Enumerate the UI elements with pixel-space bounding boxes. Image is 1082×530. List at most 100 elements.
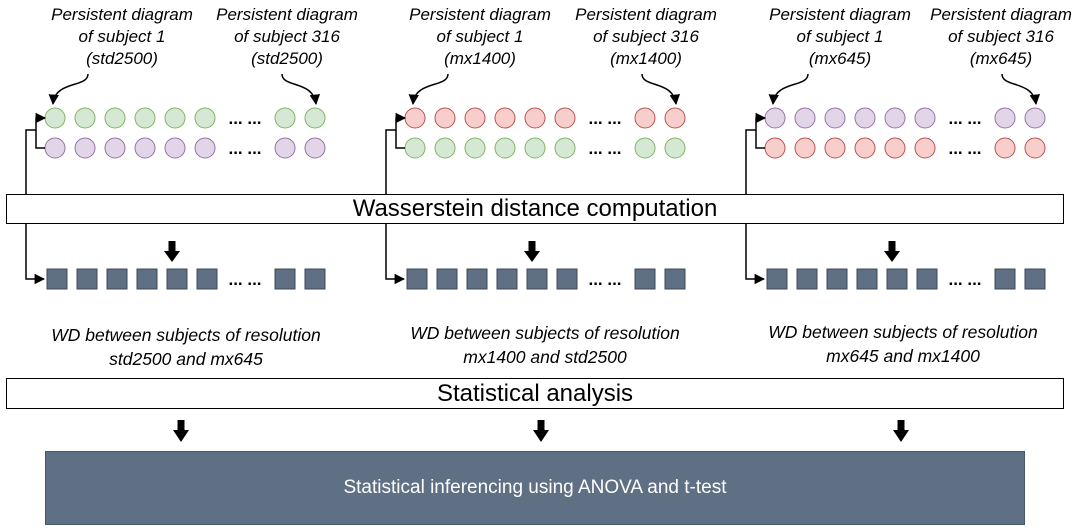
ellipsis-text: ... ... (228, 109, 261, 128)
diagram-point-circle (274, 107, 296, 129)
bracket-arrow (395, 112, 407, 149)
label-line: of subject 1 (796, 27, 884, 46)
ellipsis-text: ... ... (948, 270, 981, 289)
label-line: (mx645) (969, 49, 1033, 68)
pointer-arrow (768, 73, 809, 106)
diagram-point-circle (404, 137, 426, 159)
wd-square (886, 268, 908, 290)
label-line: of subject 316 (234, 27, 340, 46)
pointer-arrow (641, 73, 681, 106)
diagram-point-circle (634, 137, 656, 159)
diagram-point-circle (1024, 107, 1046, 129)
diagram-point-circle (634, 107, 656, 129)
label-line: (std2500) (86, 49, 158, 68)
diagram-point-circle (914, 107, 936, 129)
caption-line: WD between subjects of resolution (410, 323, 680, 343)
diagram-point-circle (104, 107, 126, 129)
label-line: (mx1400) (444, 49, 516, 68)
wd-square (526, 268, 548, 290)
wd-square (664, 268, 686, 290)
label-line: (std2500) (251, 49, 323, 68)
label-line: of subject 316 (593, 27, 699, 46)
down-block-arrow (173, 420, 189, 442)
diagram-point-circle (884, 107, 906, 129)
wasserstein-distance-bar: Wasserstein distance computation (6, 194, 1064, 224)
diagram-point-circle (134, 107, 156, 129)
diagram-point-circle (764, 137, 786, 159)
label-line: of subject 1 (436, 27, 524, 46)
wd-square (556, 268, 578, 290)
diagram-point-circle (914, 137, 936, 159)
wd-square (496, 268, 518, 290)
diagram-point-circle (524, 107, 546, 129)
label-line: Persistent diagram (409, 5, 551, 24)
diagram-point-circle (464, 107, 486, 129)
wd-square (76, 268, 98, 290)
statistical-analysis-bar: Statistical analysis (6, 378, 1064, 409)
label-line: Persistent diagram (51, 5, 193, 24)
label-line: Persistent diagram (930, 5, 1072, 24)
pointer-arrow (408, 73, 449, 106)
caption-line: mx645 and mx1400 (826, 346, 980, 366)
wd-square (466, 268, 488, 290)
bracket-arrow (755, 112, 767, 149)
diagram-point-circle (664, 137, 686, 159)
down-block-arrow (884, 241, 900, 262)
diagram-point-circle (494, 137, 516, 159)
label-line: Persistent diagram (575, 5, 717, 24)
down-block-arrow (524, 241, 540, 262)
diagram-point-circle (164, 137, 186, 159)
diagram-point-circle (434, 137, 456, 159)
diagram-point-circle (304, 107, 326, 129)
wd-caption-mx1400-std2500: WD between subjects of resolution mx1400… (385, 321, 705, 369)
diagram-point-circle (854, 137, 876, 159)
diagram-point-circle (194, 107, 216, 129)
statistical-inferencing-box: Statistical inferencing using ANOVA and … (45, 451, 1025, 525)
wd-square (436, 268, 458, 290)
wd-square (46, 268, 68, 290)
diagram-point-circle (74, 107, 96, 129)
wd-square (826, 268, 848, 290)
diagram-point-circle (304, 137, 326, 159)
wd-square (1024, 268, 1046, 290)
down-block-arrow (533, 420, 549, 442)
diagram-point-circle (74, 137, 96, 159)
diagram-point-circle (434, 107, 456, 129)
label-line: of subject 316 (948, 27, 1054, 46)
diagram-point-circle (854, 107, 876, 129)
diagram-label-subject-1-mx1400: Persistent diagram of subject 1 (mx1400) (390, 4, 570, 70)
diagram-point-circle (824, 137, 846, 159)
diagram-point-circle (274, 137, 296, 159)
down-block-arrow (893, 420, 909, 442)
diagram-point-circle (794, 107, 816, 129)
diagram-point-circle (194, 137, 216, 159)
wd-square (304, 268, 326, 290)
diagram-point-circle (524, 137, 546, 159)
diagram-point-circle (994, 137, 1016, 159)
wd-square (796, 268, 818, 290)
wd-caption-std2500-mx645: WD between subjects of resolution std250… (26, 323, 346, 371)
wd-square (916, 268, 938, 290)
diagram-point-circle (994, 107, 1016, 129)
diagram-point-circle (164, 107, 186, 129)
wd-square (274, 268, 296, 290)
diagram-point-circle (44, 107, 66, 129)
diagram-point-circle (104, 137, 126, 159)
ellipsis-text: ... ... (948, 139, 981, 158)
diagram-point-circle (764, 107, 786, 129)
diagram-point-circle (664, 107, 686, 129)
caption-line: mx1400 and std2500 (463, 347, 627, 367)
caption-line: std2500 and mx645 (109, 349, 263, 369)
diagram-point-circle (1024, 137, 1046, 159)
wd-square (856, 268, 878, 290)
diagram-point-circle (554, 137, 576, 159)
diagram-label-subject-1-std2500: Persistent diagram of subject 1 (std2500… (32, 4, 212, 70)
diagram-label-subject-1-mx645: Persistent diagram of subject 1 (mx645) (750, 4, 930, 70)
wd-square (406, 268, 428, 290)
diagram-label-subject-316-mx1400: Persistent diagram of subject 316 (mx140… (556, 4, 736, 70)
pointer-arrow (1001, 73, 1041, 106)
diagram-label-subject-316-mx645: Persistent diagram of subject 316 (mx645… (910, 4, 1082, 70)
ellipsis-text: ... ... (588, 139, 621, 158)
label-line: Persistent diagram (216, 5, 358, 24)
